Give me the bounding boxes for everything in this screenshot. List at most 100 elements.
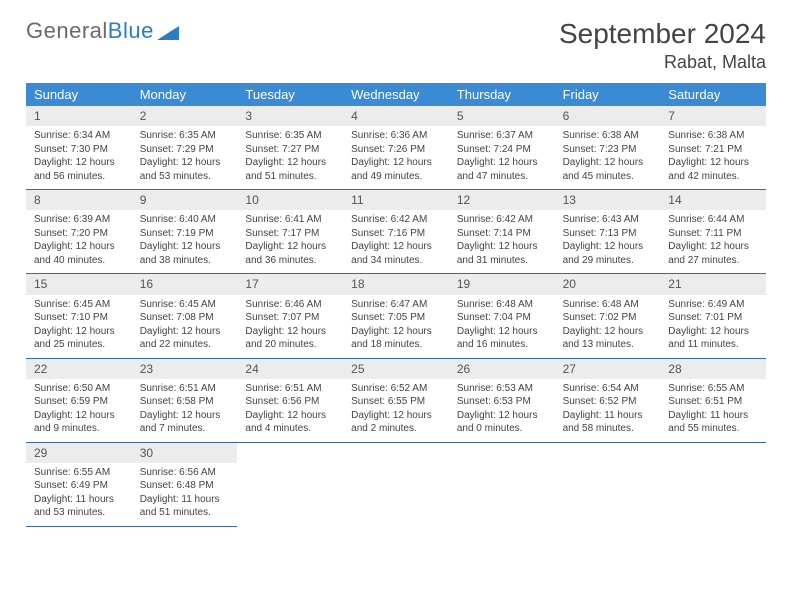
sunset-line: Sunset: 7:27 PM — [245, 143, 335, 157]
day-details: Sunrise: 6:45 AMSunset: 7:08 PMDaylight:… — [132, 295, 238, 358]
sunrise-line: Sunrise: 6:50 AM — [34, 382, 124, 396]
sunrise-line: Sunrise: 6:51 AM — [140, 382, 230, 396]
sunset-line: Sunset: 7:02 PM — [563, 311, 653, 325]
sunrise-line: Sunrise: 6:55 AM — [34, 466, 124, 480]
sunrise-line: Sunrise: 6:51 AM — [245, 382, 335, 396]
day-number: 22 — [26, 359, 132, 379]
calendar-cell: 27Sunrise: 6:54 AMSunset: 6:52 PMDayligh… — [555, 359, 661, 443]
daylight-line: Daylight: 12 hours and 56 minutes. — [34, 156, 124, 183]
calendar-cell: 22 Sunrise: 6:50 AMSunset: 6:59 PMDayligh… — [26, 359, 132, 443]
day-number: 16 — [132, 274, 238, 294]
calendar-cell — [343, 443, 449, 527]
calendar-cell: 9Sunrise: 6:40 AMSunset: 7:19 PMDaylight… — [132, 190, 238, 274]
logo: GeneralBlue — [26, 18, 179, 44]
day-number: 5 — [449, 106, 555, 126]
sunset-line: Sunset: 6:49 PM — [34, 479, 124, 493]
daylight-line: Daylight: 12 hours and 45 minutes. — [563, 156, 653, 183]
daylight-line: Daylight: 12 hours and 9 minutes. — [34, 409, 124, 436]
calendar-cell: 8 Sunrise: 6:39 AMSunset: 7:20 PMDaylight… — [26, 190, 132, 274]
day-number: 27 — [555, 359, 661, 379]
sunrise-line: Sunrise: 6:40 AM — [140, 213, 230, 227]
calendar-cell: 3Sunrise: 6:35 AMSunset: 7:27 PMDaylight… — [237, 106, 343, 190]
sunset-line: Sunset: 7:08 PM — [140, 311, 230, 325]
location: Rabat, Malta — [559, 52, 766, 73]
sunset-line: Sunset: 7:23 PM — [563, 143, 653, 157]
sunset-line: Sunset: 6:56 PM — [245, 395, 335, 409]
sunset-line: Sunset: 7:16 PM — [351, 227, 441, 241]
sunset-line: Sunset: 6:55 PM — [351, 395, 441, 409]
sunset-line: Sunset: 6:53 PM — [457, 395, 547, 409]
day-number: 30 — [132, 443, 238, 463]
daylight-line: Daylight: 12 hours and 31 minutes. — [457, 240, 547, 267]
daylight-line: Daylight: 11 hours and 58 minutes. — [563, 409, 653, 436]
sunset-line: Sunset: 6:52 PM — [563, 395, 653, 409]
daylight-line: Daylight: 12 hours and 53 minutes. — [140, 156, 230, 183]
sunset-line: Sunset: 7:10 PM — [34, 311, 124, 325]
sunrise-line: Sunrise: 6:48 AM — [563, 298, 653, 312]
calendar-cell: 29Sunrise: 6:55 AMSunset: 6:49 PMDayligh… — [26, 443, 132, 527]
sunset-line: Sunset: 7:21 PM — [668, 143, 758, 157]
sunset-line: Sunset: 6:59 PM — [34, 395, 124, 409]
calendar-cell: 21 Sunrise: 6:49 AMSunset: 7:01 PMDayligh… — [660, 274, 766, 358]
day-details: Sunrise: 6:53 AMSunset: 6:53 PMDaylight:… — [449, 379, 555, 442]
day-details: Sunrise: 6:37 AMSunset: 7:24 PMDaylight:… — [449, 126, 555, 189]
calendar-cell: 1Sunrise: 6:34 AMSunset: 7:30 PMDaylight… — [26, 106, 132, 190]
day-number: 23 — [132, 359, 238, 379]
sunrise-line: Sunrise: 6:42 AM — [457, 213, 547, 227]
sunset-line: Sunset: 7:20 PM — [34, 227, 124, 241]
calendar-cell — [660, 443, 766, 527]
day-number: 21 — [660, 274, 766, 294]
day-details: Sunrise: 6:36 AMSunset: 7:26 PMDaylight:… — [343, 126, 449, 189]
calendar-cell: 7Sunrise: 6:38 AMSunset: 7:21 PMDaylight… — [660, 106, 766, 190]
daylight-line: Daylight: 12 hours and 11 minutes. — [668, 325, 758, 352]
day-number: 29 — [26, 443, 132, 463]
day-number: 6 — [555, 106, 661, 126]
day-details: Sunrise: 6:38 AMSunset: 7:21 PMDaylight:… — [660, 126, 766, 189]
day-details: Sunrise: 6:54 AMSunset: 6:52 PMDaylight:… — [555, 379, 661, 442]
sunset-line: Sunset: 7:30 PM — [34, 143, 124, 157]
calendar-cell: 11Sunrise: 6:42 AMSunset: 7:16 PMDayligh… — [343, 190, 449, 274]
day-number: 8 — [26, 190, 132, 210]
logo-triangle-icon — [157, 24, 179, 40]
sunrise-line: Sunrise: 6:35 AM — [140, 129, 230, 143]
sunrise-line: Sunrise: 6:39 AM — [34, 213, 124, 227]
weekday-sunday: Sunday — [26, 83, 132, 106]
sunrise-line: Sunrise: 6:38 AM — [563, 129, 653, 143]
calendar-cell: 10Sunrise: 6:41 AMSunset: 7:17 PMDayligh… — [237, 190, 343, 274]
calendar-cell — [449, 443, 555, 527]
day-details: Sunrise: 6:35 AMSunset: 7:29 PMDaylight:… — [132, 126, 238, 189]
day-number: 14 — [660, 190, 766, 210]
weekday-saturday: Saturday — [660, 83, 766, 106]
sunset-line: Sunset: 7:29 PM — [140, 143, 230, 157]
day-details: Sunrise: 6:46 AMSunset: 7:07 PMDaylight:… — [237, 295, 343, 358]
sunrise-line: Sunrise: 6:36 AM — [351, 129, 441, 143]
sunset-line: Sunset: 6:51 PM — [668, 395, 758, 409]
sunset-line: Sunset: 7:01 PM — [668, 311, 758, 325]
day-number: 13 — [555, 190, 661, 210]
daylight-line: Daylight: 12 hours and 40 minutes. — [34, 240, 124, 267]
day-details: Sunrise: 6:43 AMSunset: 7:13 PMDaylight:… — [555, 210, 661, 273]
daylight-line: Daylight: 12 hours and 49 minutes. — [351, 156, 441, 183]
calendar-cell: 23Sunrise: 6:51 AMSunset: 6:58 PMDayligh… — [132, 359, 238, 443]
calendar-header-row: Sunday Monday Tuesday Wednesday Thursday… — [26, 83, 766, 106]
day-details: Sunrise: 6:55 AMSunset: 6:49 PMDaylight:… — [26, 463, 132, 526]
sunrise-line: Sunrise: 6:49 AM — [668, 298, 758, 312]
daylight-line: Daylight: 11 hours and 55 minutes. — [668, 409, 758, 436]
sunset-line: Sunset: 7:26 PM — [351, 143, 441, 157]
sunrise-line: Sunrise: 6:46 AM — [245, 298, 335, 312]
daylight-line: Daylight: 12 hours and 7 minutes. — [140, 409, 230, 436]
weekday-thursday: Thursday — [449, 83, 555, 106]
day-number: 20 — [555, 274, 661, 294]
calendar-body: 1Sunrise: 6:34 AMSunset: 7:30 PMDaylight… — [26, 106, 766, 527]
sunrise-line: Sunrise: 6:48 AM — [457, 298, 547, 312]
sunrise-line: Sunrise: 6:43 AM — [563, 213, 653, 227]
sunrise-line: Sunrise: 6:47 AM — [351, 298, 441, 312]
calendar-cell — [237, 443, 343, 527]
daylight-line: Daylight: 12 hours and 51 minutes. — [245, 156, 335, 183]
sunrise-line: Sunrise: 6:45 AM — [34, 298, 124, 312]
sunrise-line: Sunrise: 6:56 AM — [140, 466, 230, 480]
daylight-line: Daylight: 12 hours and 16 minutes. — [457, 325, 547, 352]
day-details: Sunrise: 6:51 AMSunset: 6:56 PMDaylight:… — [237, 379, 343, 442]
sunrise-line: Sunrise: 6:37 AM — [457, 129, 547, 143]
calendar-cell: 6 Sunrise: 6:38 AMSunset: 7:23 PMDaylight… — [555, 106, 661, 190]
